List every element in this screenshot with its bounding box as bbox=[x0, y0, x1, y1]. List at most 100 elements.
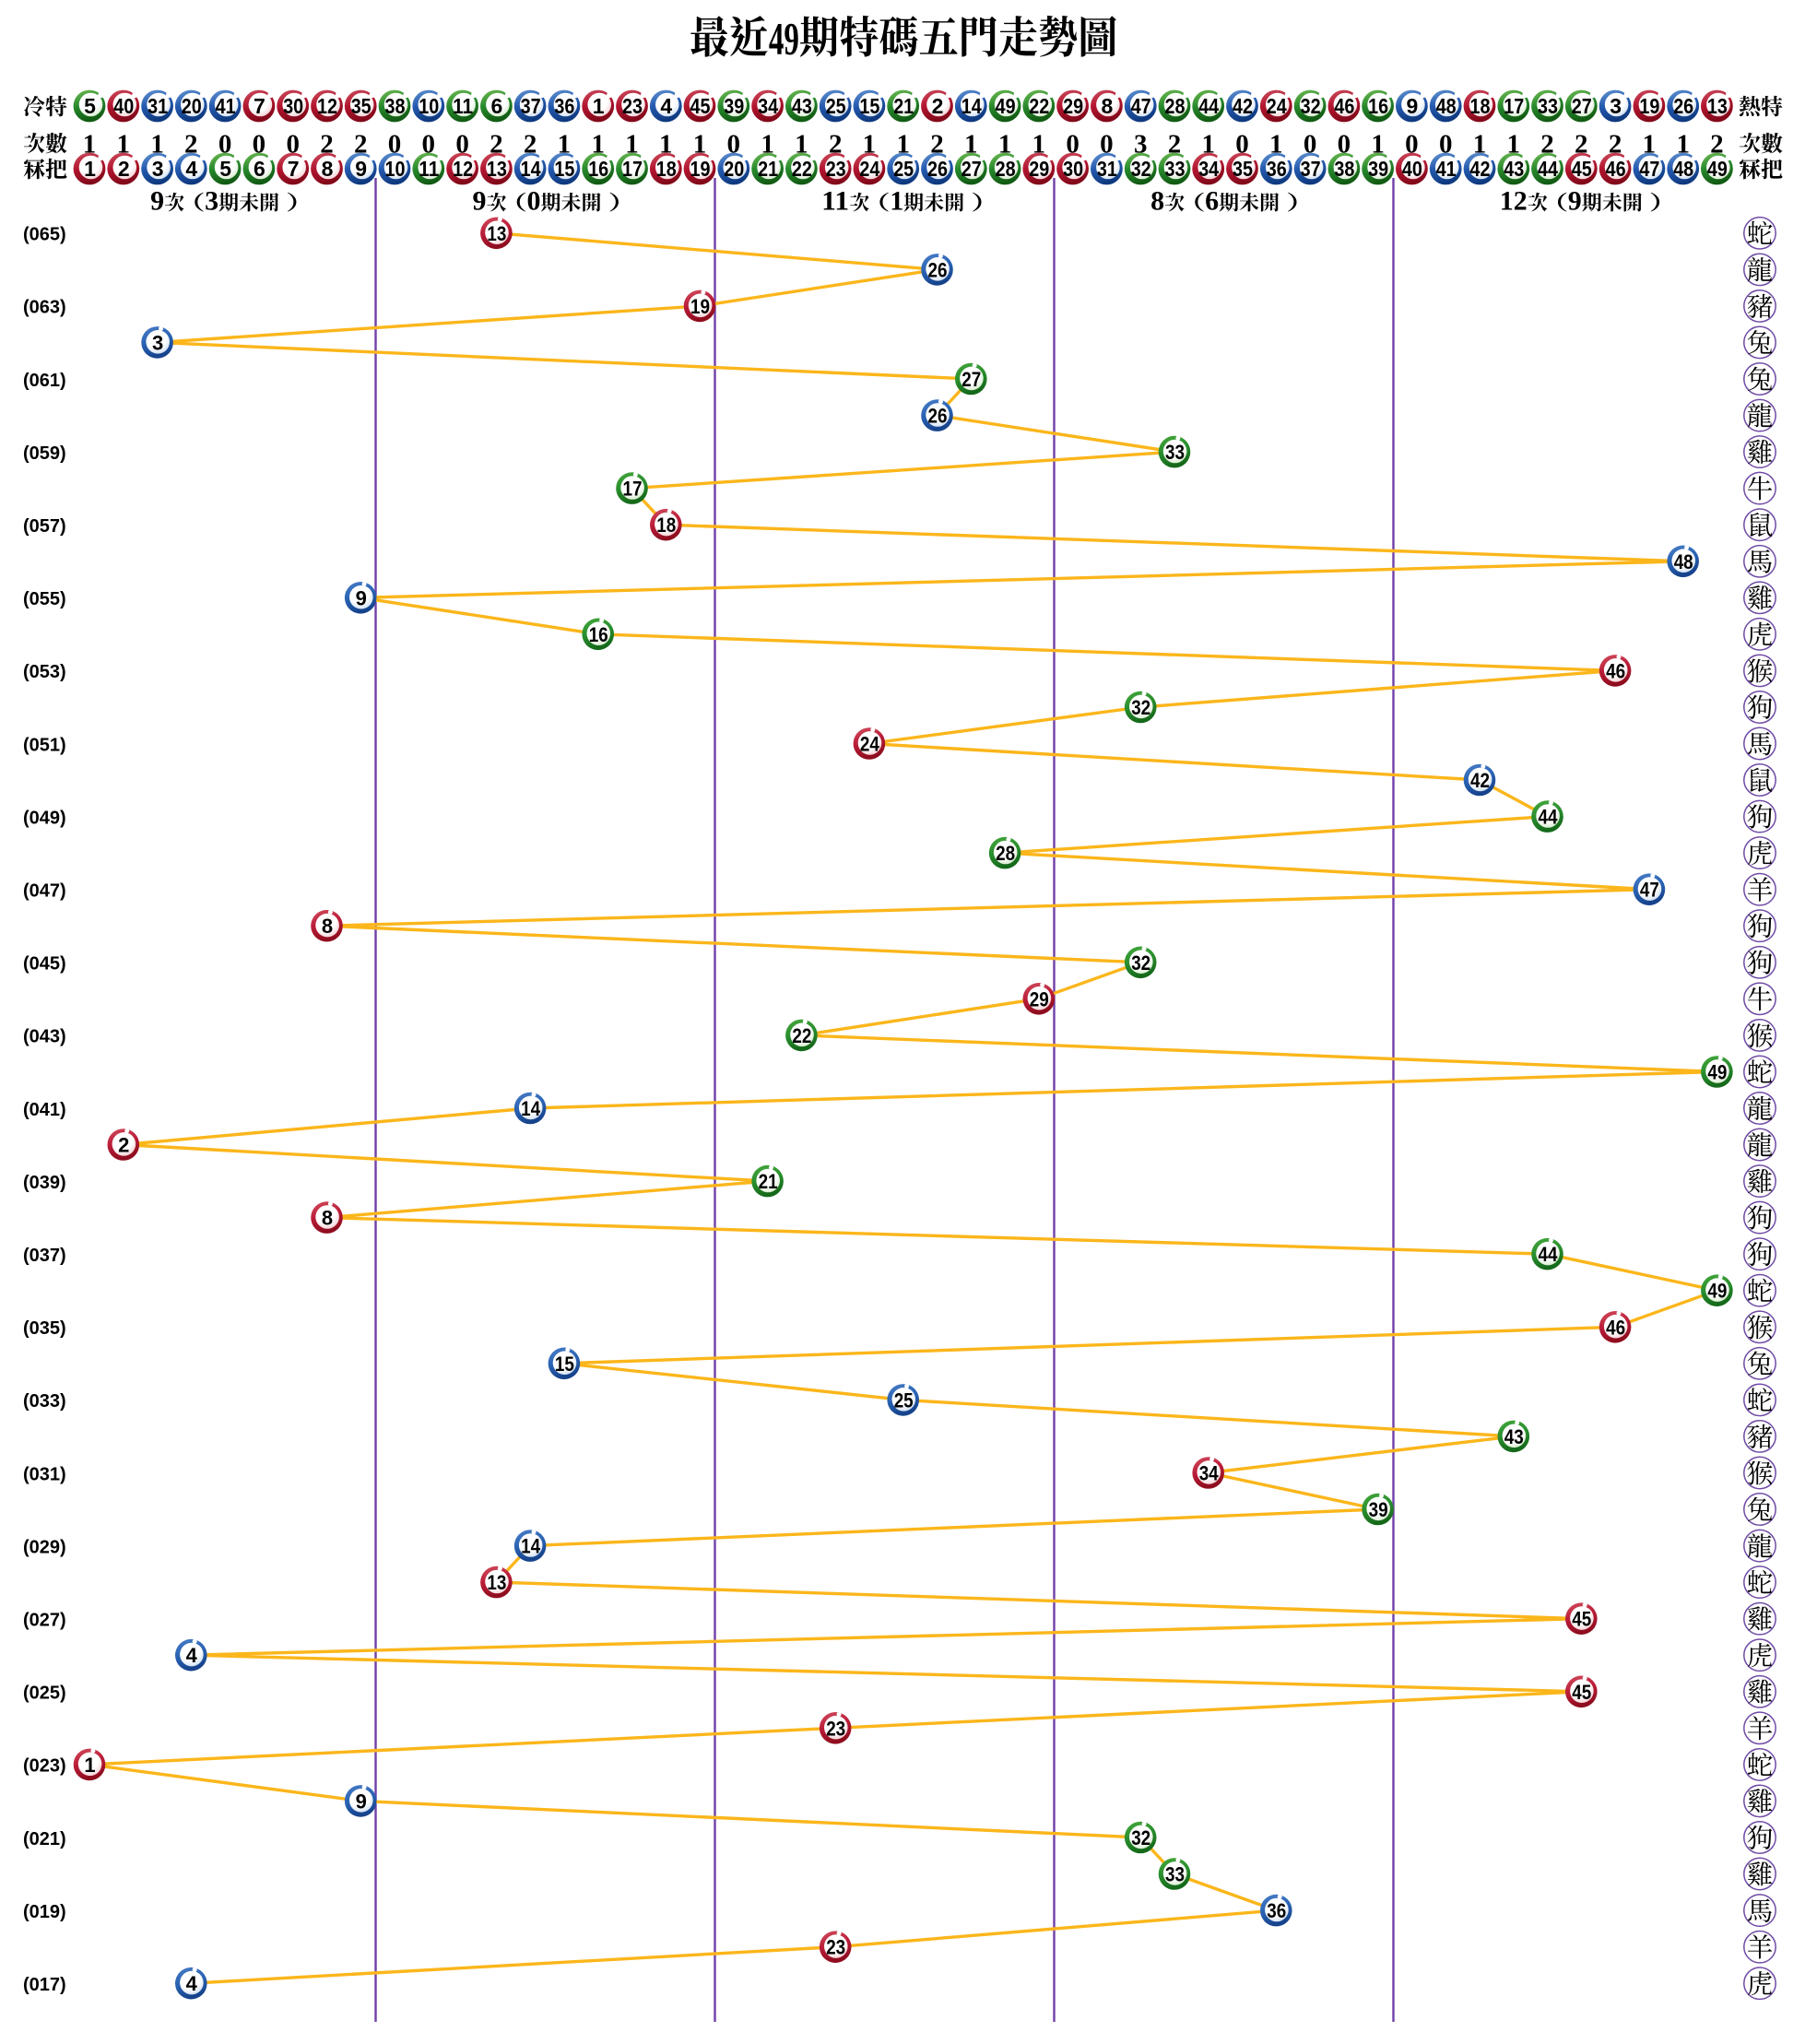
svg-text:9: 9 bbox=[473, 186, 487, 217]
svg-text:1: 1 bbox=[964, 130, 978, 160]
svg-text:0: 0 bbox=[253, 130, 266, 160]
svg-text:44: 44 bbox=[1198, 94, 1219, 118]
svg-text:3: 3 bbox=[152, 331, 163, 354]
svg-text:(063): (063) bbox=[23, 298, 66, 318]
svg-text:31: 31 bbox=[1097, 157, 1117, 181]
svg-text:3: 3 bbox=[152, 157, 164, 181]
svg-text:16: 16 bbox=[589, 623, 608, 646]
svg-text:0: 0 bbox=[388, 130, 402, 160]
svg-text:28: 28 bbox=[996, 842, 1015, 865]
svg-text:42: 42 bbox=[1470, 157, 1491, 181]
svg-text:9: 9 bbox=[1568, 186, 1582, 217]
svg-text:1: 1 bbox=[863, 130, 877, 160]
svg-text:3: 3 bbox=[1134, 130, 1148, 160]
svg-text:0: 0 bbox=[527, 186, 541, 217]
svg-text:24: 24 bbox=[859, 157, 879, 181]
svg-text:22: 22 bbox=[792, 1024, 811, 1047]
svg-text:9: 9 bbox=[150, 186, 164, 217]
svg-text:33: 33 bbox=[1538, 94, 1558, 118]
svg-text:2: 2 bbox=[1575, 130, 1588, 160]
svg-text:16: 16 bbox=[1368, 94, 1388, 118]
svg-text:17: 17 bbox=[622, 157, 643, 181]
svg-text:25: 25 bbox=[826, 94, 846, 118]
svg-text:27: 27 bbox=[1572, 94, 1592, 118]
svg-text:5: 5 bbox=[84, 94, 96, 118]
svg-text:40: 40 bbox=[113, 94, 134, 118]
svg-text:46: 46 bbox=[1606, 659, 1625, 682]
svg-text:9: 9 bbox=[356, 586, 367, 609]
svg-text:49: 49 bbox=[1707, 157, 1728, 181]
svg-text:16: 16 bbox=[588, 157, 608, 181]
svg-text:0: 0 bbox=[218, 130, 232, 160]
svg-text:9: 9 bbox=[356, 1790, 367, 1813]
svg-text:19: 19 bbox=[1639, 94, 1659, 118]
svg-text:(033): (033) bbox=[23, 1391, 66, 1412]
svg-text:2: 2 bbox=[490, 130, 503, 160]
svg-text:13: 13 bbox=[487, 1571, 506, 1594]
svg-text:18: 18 bbox=[656, 514, 676, 537]
svg-text:37: 37 bbox=[521, 94, 541, 118]
svg-text:(029): (029) bbox=[23, 1537, 66, 1557]
svg-text:46: 46 bbox=[1606, 157, 1626, 181]
svg-text:2: 2 bbox=[524, 130, 537, 160]
svg-text:17: 17 bbox=[623, 478, 643, 501]
svg-text:(049): (049) bbox=[23, 808, 66, 828]
svg-text:0: 0 bbox=[422, 130, 436, 160]
svg-text:32: 32 bbox=[1301, 94, 1321, 118]
svg-text:1: 1 bbox=[117, 130, 131, 160]
svg-text:8: 8 bbox=[322, 1207, 333, 1230]
svg-text:(057): (057) bbox=[23, 516, 66, 537]
svg-text:(055): (055) bbox=[23, 589, 66, 609]
svg-text:21: 21 bbox=[758, 157, 778, 181]
svg-text:36: 36 bbox=[1267, 157, 1287, 181]
svg-text:32: 32 bbox=[1131, 951, 1150, 975]
svg-text:1: 1 bbox=[1201, 130, 1215, 160]
svg-text:48: 48 bbox=[1674, 550, 1693, 573]
svg-text:44: 44 bbox=[1539, 806, 1559, 829]
svg-text:29: 29 bbox=[1029, 157, 1049, 181]
svg-text:8: 8 bbox=[1150, 186, 1164, 217]
svg-text:26: 26 bbox=[928, 258, 948, 281]
svg-text:1: 1 bbox=[84, 157, 96, 181]
svg-text:2: 2 bbox=[1609, 130, 1622, 160]
svg-text:12: 12 bbox=[453, 157, 473, 181]
svg-text:23: 23 bbox=[826, 1717, 845, 1740]
svg-text:18: 18 bbox=[656, 157, 677, 181]
svg-text:(027): (027) bbox=[23, 1611, 66, 1631]
svg-text:4: 4 bbox=[186, 1972, 198, 1995]
svg-text:(023): (023) bbox=[23, 1756, 66, 1777]
svg-text:49: 49 bbox=[996, 94, 1016, 118]
svg-text:1: 1 bbox=[693, 130, 707, 160]
svg-text:6: 6 bbox=[254, 157, 265, 181]
svg-text:34: 34 bbox=[758, 94, 778, 118]
svg-text:0: 0 bbox=[455, 130, 469, 160]
svg-text:0: 0 bbox=[1405, 130, 1419, 160]
svg-text:13: 13 bbox=[487, 222, 506, 245]
svg-text:(059): (059) bbox=[23, 443, 66, 464]
svg-text:34: 34 bbox=[1199, 1462, 1220, 1485]
svg-text:22: 22 bbox=[792, 157, 812, 181]
svg-text:36: 36 bbox=[1267, 1899, 1286, 1922]
svg-text:28: 28 bbox=[1165, 94, 1186, 118]
svg-text:(061): (061) bbox=[23, 371, 66, 391]
svg-text:(021): (021) bbox=[23, 1829, 66, 1849]
svg-text:43: 43 bbox=[1504, 157, 1524, 181]
svg-text:29: 29 bbox=[1063, 94, 1083, 118]
svg-text:2: 2 bbox=[354, 130, 368, 160]
svg-text:30: 30 bbox=[283, 94, 303, 118]
svg-text:20: 20 bbox=[182, 94, 202, 118]
svg-text:38: 38 bbox=[385, 94, 406, 118]
svg-text:43: 43 bbox=[792, 94, 812, 118]
svg-text:1: 1 bbox=[150, 130, 164, 160]
svg-text:14: 14 bbox=[521, 1535, 541, 1558]
svg-text:13: 13 bbox=[1707, 94, 1728, 118]
svg-text:23: 23 bbox=[826, 157, 846, 181]
svg-text:8: 8 bbox=[322, 157, 334, 181]
svg-text:49: 49 bbox=[769, 12, 799, 64]
svg-text:37: 37 bbox=[1301, 157, 1321, 181]
svg-text:(035): (035) bbox=[23, 1318, 66, 1339]
svg-text:2: 2 bbox=[320, 130, 334, 160]
svg-text:30: 30 bbox=[1063, 157, 1083, 181]
svg-text:47: 47 bbox=[1131, 94, 1151, 118]
svg-text:0: 0 bbox=[1235, 130, 1249, 160]
